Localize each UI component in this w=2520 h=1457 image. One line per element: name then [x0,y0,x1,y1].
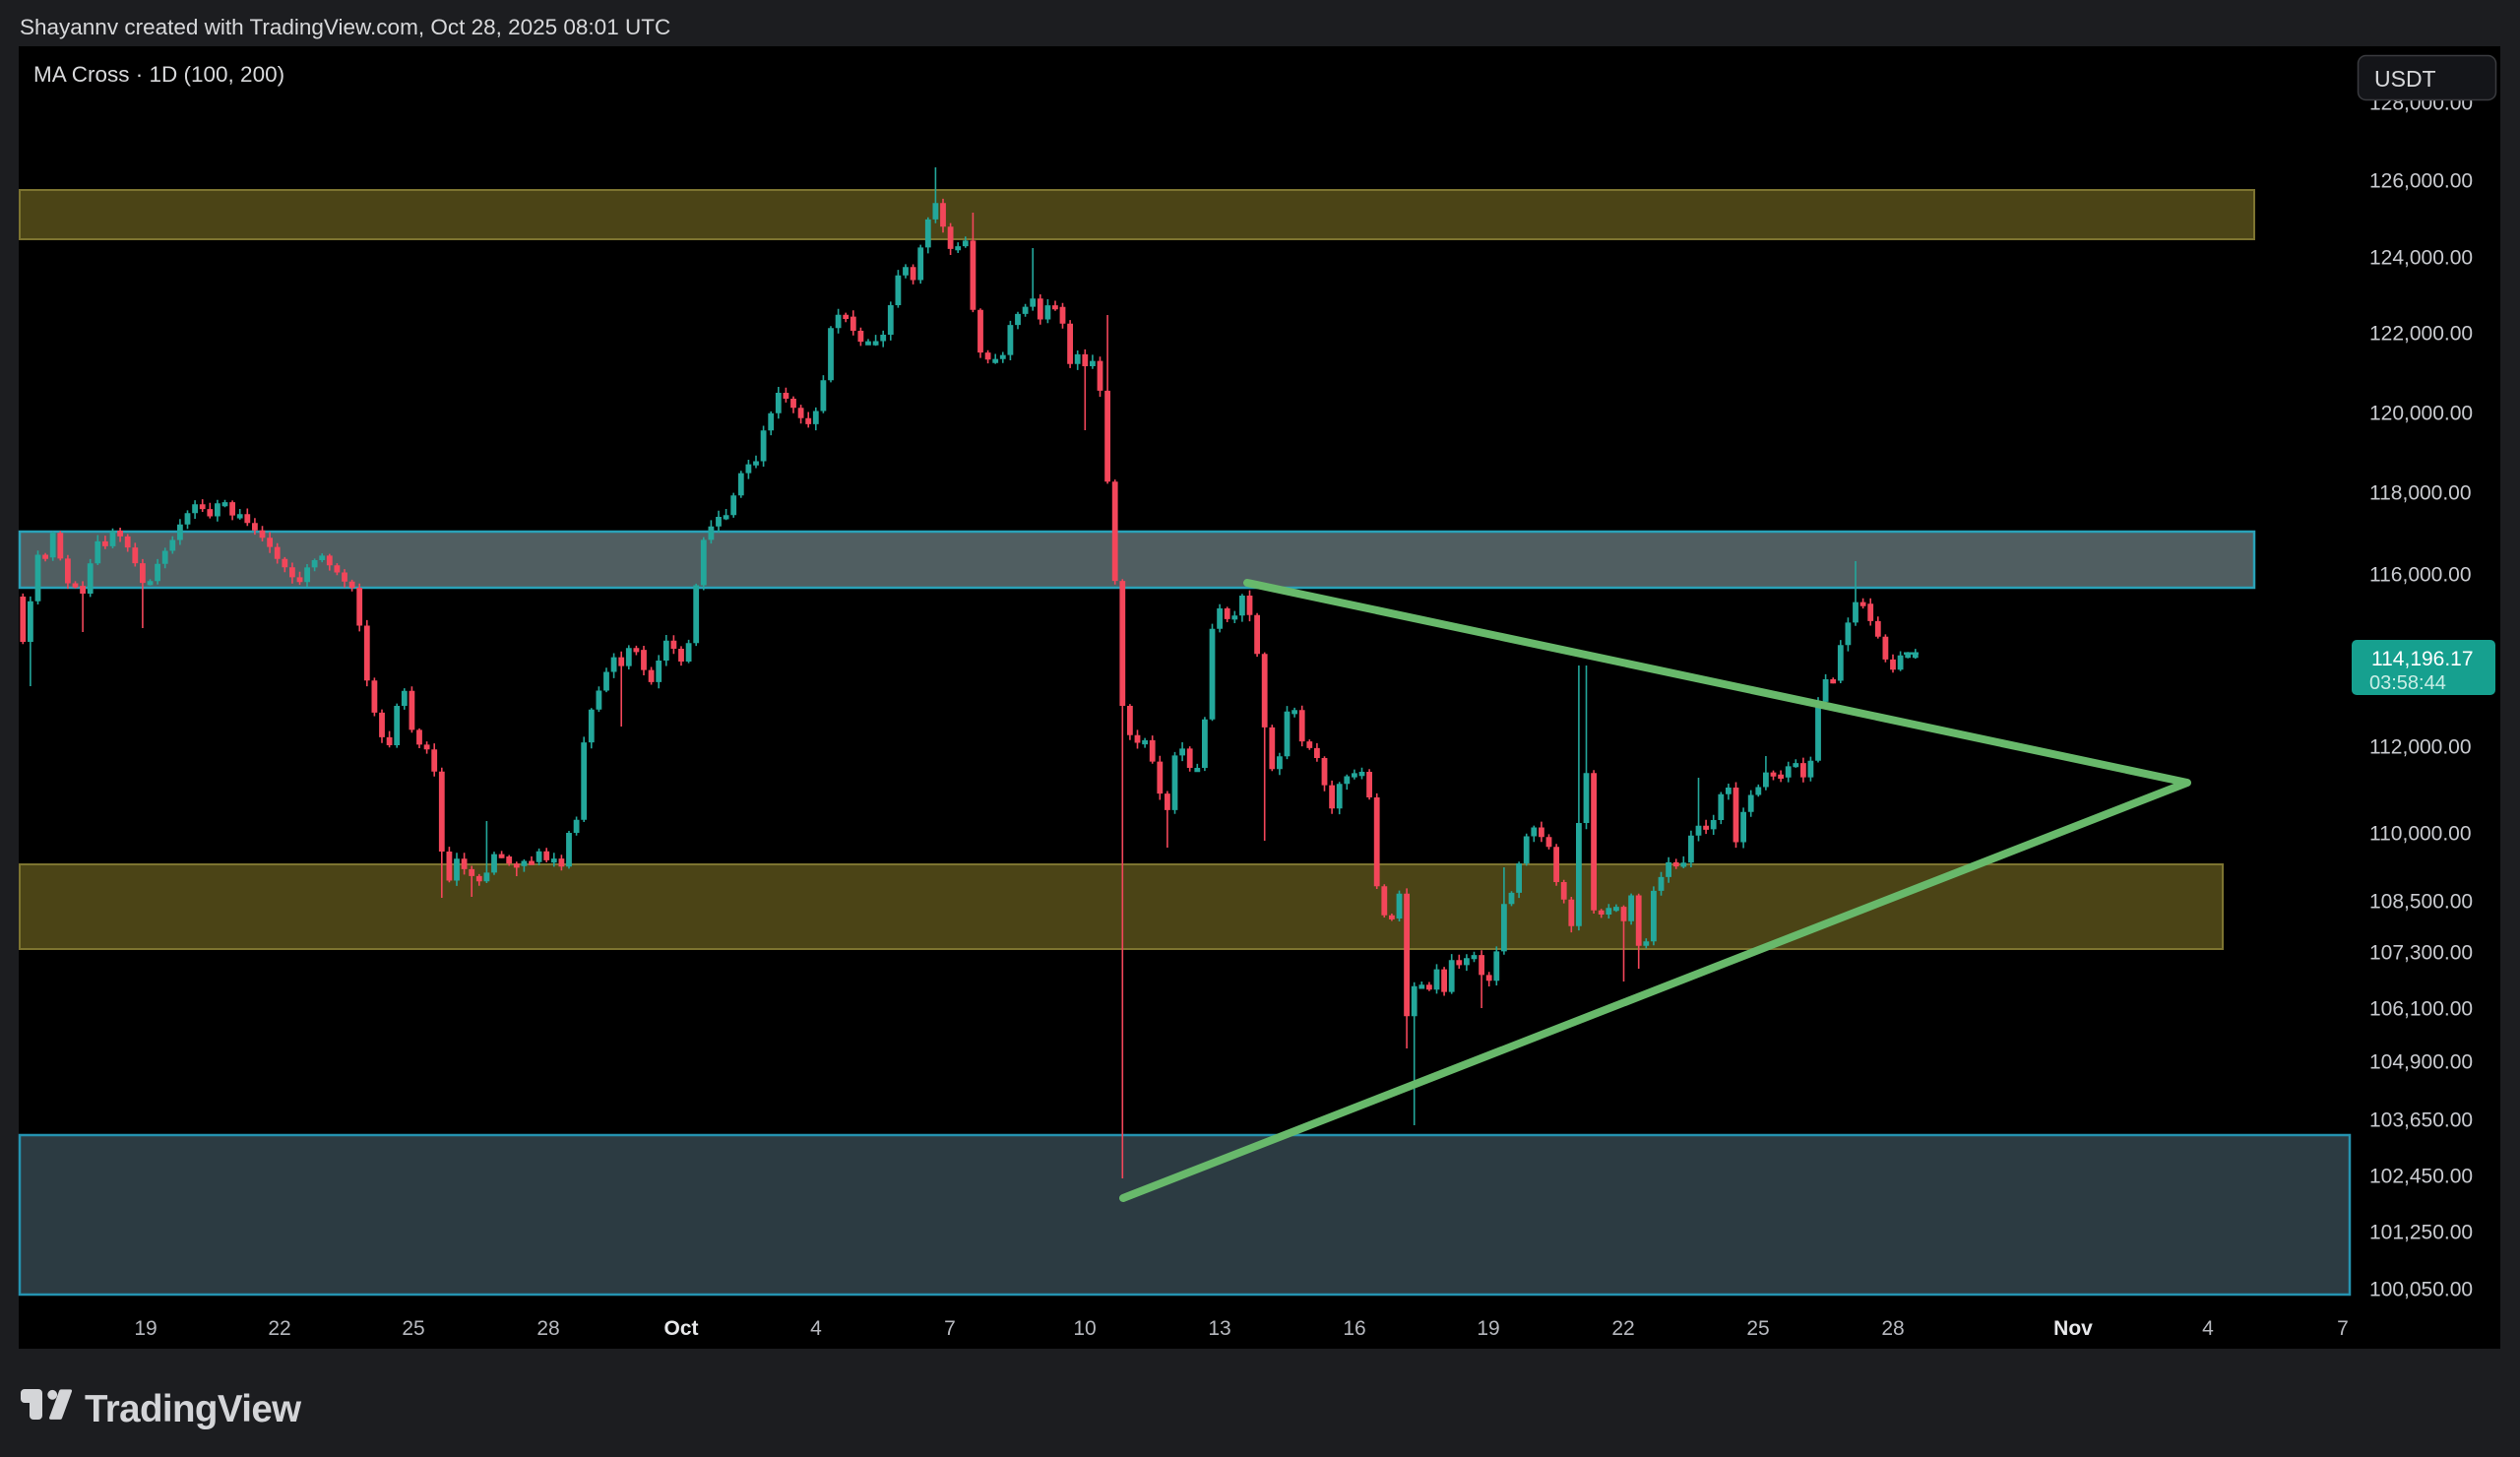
svg-text:Oct: Oct [663,1317,698,1340]
svg-text:22: 22 [1611,1317,1634,1340]
svg-text:Nov: Nov [2053,1317,2093,1340]
svg-text:10: 10 [1073,1317,1096,1340]
svg-text:112,000.00: 112,000.00 [2369,736,2472,759]
svg-text:116,000.00: 116,000.00 [2369,564,2472,587]
svg-text:TradingView: TradingView [85,1388,302,1430]
svg-text:110,000.00: 110,000.00 [2369,823,2472,846]
svg-text:28: 28 [536,1317,559,1340]
svg-text:USDT: USDT [2374,66,2436,92]
svg-text:118,000.00: 118,000.00 [2369,482,2472,505]
svg-text:25: 25 [402,1317,424,1340]
svg-text:120,000.00: 120,000.00 [2369,403,2473,425]
svg-text:100,050.00: 100,050.00 [2369,1279,2473,1301]
svg-text:126,000.00: 126,000.00 [2369,170,2473,193]
svg-text:106,100.00: 106,100.00 [2369,998,2473,1021]
svg-text:03:58:44: 03:58:44 [2369,672,2446,694]
svg-text:Shayannv created with TradingV: Shayannv created with TradingView.com, O… [20,15,670,39]
svg-text:102,450.00: 102,450.00 [2369,1166,2473,1188]
svg-text:19: 19 [1477,1317,1499,1340]
svg-text:124,000.00: 124,000.00 [2369,247,2473,270]
svg-text:28: 28 [1881,1317,1904,1340]
svg-text:104,900.00: 104,900.00 [2369,1051,2473,1074]
svg-text:7: 7 [2337,1317,2349,1340]
svg-text:22: 22 [268,1317,290,1340]
svg-text:101,250.00: 101,250.00 [2369,1222,2473,1244]
svg-text:4: 4 [810,1317,822,1340]
svg-text:108,500.00: 108,500.00 [2369,891,2473,914]
svg-text:16: 16 [1343,1317,1365,1340]
svg-text:13: 13 [1208,1317,1230,1340]
svg-text:25: 25 [1746,1317,1769,1340]
svg-text:19: 19 [134,1317,157,1340]
svg-text:103,650.00: 103,650.00 [2369,1109,2473,1132]
svg-text:114,196.17: 114,196.17 [2371,648,2474,670]
svg-text:4: 4 [2202,1317,2214,1340]
svg-text:107,300.00: 107,300.00 [2369,942,2473,965]
svg-text:7: 7 [944,1317,956,1340]
svg-text:MA Cross · 1D (100, 200): MA Cross · 1D (100, 200) [33,62,284,87]
svg-text:122,000.00: 122,000.00 [2369,323,2473,346]
